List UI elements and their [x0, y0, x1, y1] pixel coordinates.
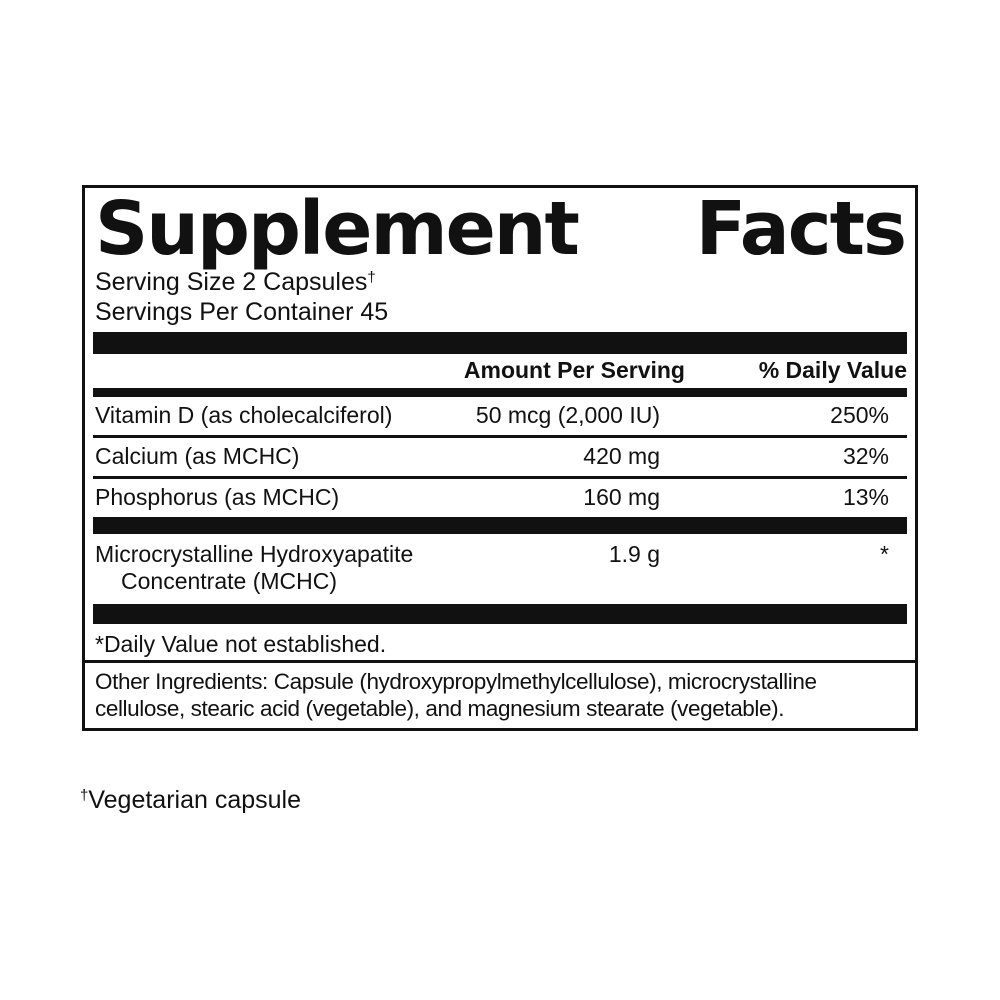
dagger-symbol: † [367, 269, 376, 287]
mchc-name-line1: Microcrystalline Hydroxyapatite [95, 541, 414, 568]
nutrient-amount: 50 mcg (2,000 IU) [475, 402, 660, 429]
title-word-supplement: Supplement [95, 186, 580, 272]
divider-bar-thick-top [93, 332, 907, 355]
column-header-daily-value: % Daily Value [758, 357, 907, 384]
table-header-row: Amount Per Serving % Daily Value [93, 354, 907, 388]
panel-title: Supplement Facts [95, 186, 907, 272]
serving-size-text: Serving Size 2 Capsules [95, 268, 368, 297]
table-row: Phosphorus (as MCHC) 160 mg 13% [93, 476, 907, 517]
nutrient-name: Phosphorus (as MCHC) [95, 484, 340, 511]
supplement-facts-panel: Supplement Facts Serving Size 2 Capsules… [82, 185, 918, 673]
divider-bar-thick-middle [93, 517, 907, 535]
vegetarian-capsule-note: †Vegetarian capsule [80, 786, 301, 815]
nutrient-amount: 420 mg [583, 443, 660, 470]
divider-bar-medium [93, 388, 907, 398]
column-header-amount: Amount Per Serving [463, 357, 685, 384]
serving-info: Serving Size 2 Capsules† Servings Per Co… [95, 268, 905, 327]
nutrient-daily-value: * [880, 541, 889, 568]
nutrient-amount: 1.9 g [608, 541, 660, 568]
serving-size-line: Serving Size 2 Capsules† [95, 268, 905, 298]
mchc-name-line2: Concentrate (MCHC) [121, 568, 337, 595]
other-ingredients-panel: Other Ingredients: Capsule (hydroxypropy… [82, 660, 918, 731]
nutrient-name: Calcium (as MCHC) [95, 443, 300, 470]
daily-value-footnote: *Daily Value not established. [95, 631, 387, 658]
nutrient-daily-value: 32% [842, 443, 889, 470]
other-ingredients-line1: Other Ingredients: Capsule (hydroxypropy… [95, 669, 817, 694]
vegetarian-note-text: Vegetarian capsule [88, 786, 302, 814]
table-row-mchc: Microcrystalline Hydroxyapatite Concentr… [93, 534, 907, 604]
nutrient-daily-value: 13% [842, 484, 889, 511]
title-word-facts: Facts [695, 186, 907, 272]
table-row: Vitamin D (as cholecalciferol) 50 mcg (2… [93, 397, 907, 435]
nutrient-name: Vitamin D (as cholecalciferol) [95, 402, 393, 429]
nutrient-name: Microcrystalline Hydroxyapatite Concentr… [95, 541, 470, 595]
dagger-symbol: † [80, 786, 89, 804]
table-row: Calcium (as MCHC) 420 mg 32% [93, 435, 907, 476]
nutrient-daily-value: 250% [830, 402, 889, 429]
divider-bar-thick-bottom [93, 604, 907, 625]
other-ingredients-line2: cellulose, stearic acid (vegetable), and… [95, 696, 785, 721]
servings-per-container-line: Servings Per Container 45 [95, 297, 389, 326]
nutrient-amount: 160 mg [583, 484, 660, 511]
